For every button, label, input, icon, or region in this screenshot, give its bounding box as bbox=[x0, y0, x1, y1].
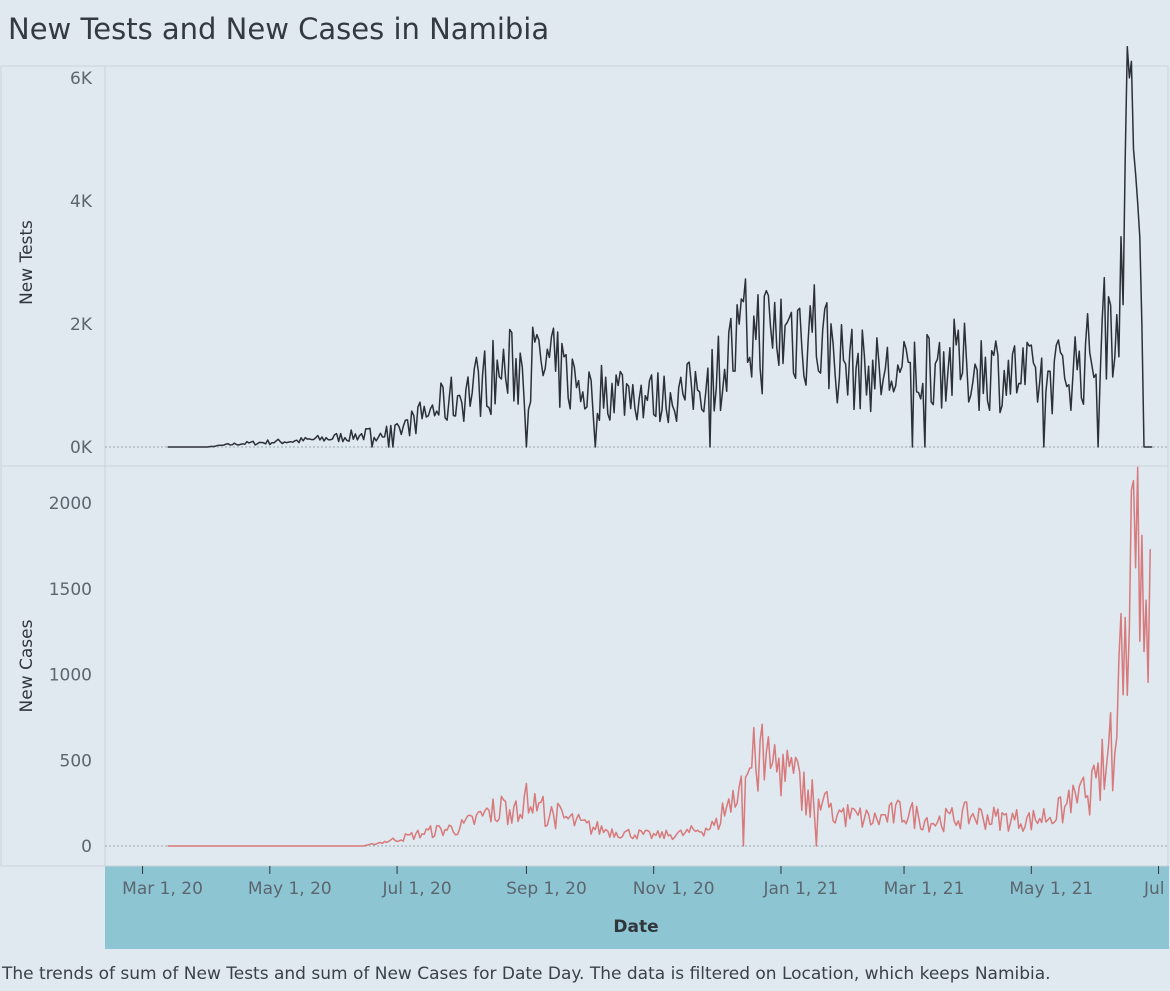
new-cases-y-tick-label: 500 bbox=[60, 751, 92, 771]
new-cases-y-tick-label: 0 bbox=[81, 837, 92, 857]
date-tick-label: Sep 1, 20 bbox=[506, 879, 587, 899]
new-tests-y-tick-label: 6K bbox=[70, 69, 93, 89]
new-cases-y-tick-label: 2000 bbox=[49, 494, 92, 514]
chart-title: New Tests and New Cases in Namibia bbox=[8, 12, 550, 46]
date-tick-label: May 1, 21 bbox=[1009, 879, 1093, 899]
new-cases-series-line bbox=[167, 466, 1151, 847]
date-axis: Mar 1, 20 May 1, 20 Jul 1, 20 Sep 1, 20 Nov … bbox=[122, 866, 1170, 937]
date-tick-label: May 1, 20 bbox=[248, 879, 332, 899]
date-tick-label: Mar 1, 21 bbox=[884, 879, 965, 899]
new-tests-y-tick-label: 2K bbox=[70, 315, 93, 335]
x-axis-band bbox=[105, 866, 1169, 949]
new-tests-pane: 0K 2K 4K 6K New Tests bbox=[17, 45, 1169, 458]
new-tests-y-axis-title: New Tests bbox=[17, 220, 37, 305]
bottom-pane-frame bbox=[0, 465, 1169, 867]
date-tick-label: Nov 1, 20 bbox=[633, 879, 715, 899]
date-tick-label: Mar 1, 20 bbox=[122, 879, 203, 899]
new-cases-pane: 0 500 1000 1500 2000 New Cases bbox=[17, 466, 1169, 857]
date-tick-label: Jan 1, 21 bbox=[763, 879, 839, 899]
new-tests-y-tick-label: 0K bbox=[70, 438, 93, 458]
date-tick-label: Jul 1, 20 bbox=[381, 879, 451, 899]
chart-caption: The trends of sum of New Tests and sum o… bbox=[2, 964, 1051, 984]
date-axis-title: Date bbox=[613, 917, 658, 937]
new-tests-y-tick-label: 4K bbox=[70, 192, 93, 212]
x-axis-band-group bbox=[105, 866, 1169, 949]
date-tick-label: Jul 1, 21 bbox=[1143, 879, 1170, 899]
new-cases-y-tick-label: 1000 bbox=[49, 666, 92, 686]
new-tests-series-line bbox=[167, 45, 1153, 448]
chart-canvas: 0K 2K 4K 6K New Tests 0 500 1000 1500 2000 New Ca… bbox=[0, 45, 1170, 949]
new-cases-y-tick-label: 1500 bbox=[49, 580, 92, 600]
pane-frames bbox=[0, 65, 1169, 867]
new-cases-y-axis-title: New Cases bbox=[17, 619, 37, 712]
